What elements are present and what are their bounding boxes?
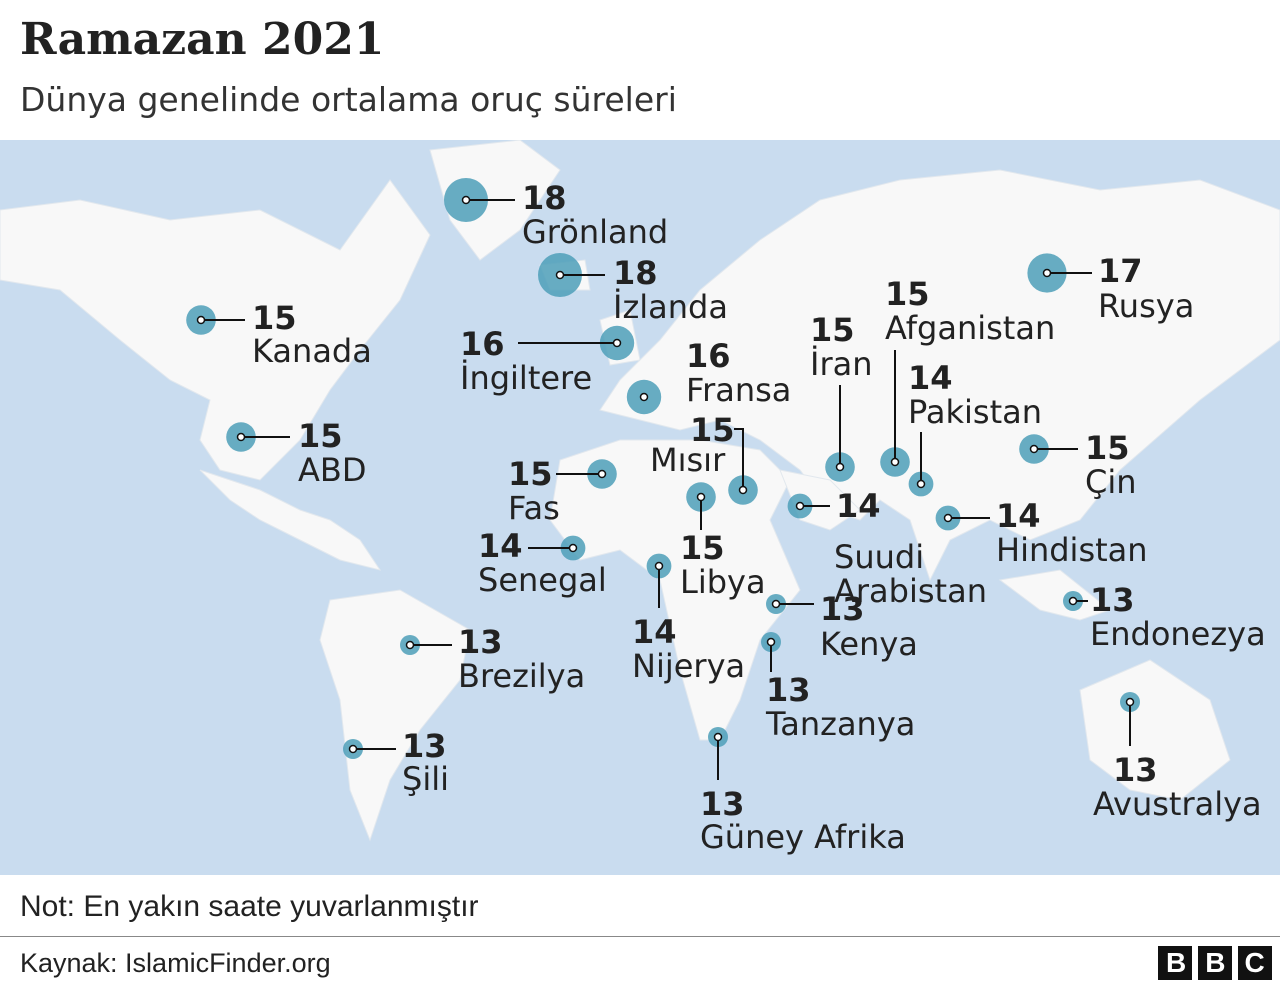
- value-label: 16: [460, 325, 505, 363]
- value-label: 13: [1090, 581, 1135, 619]
- logo-text: BBC: [1166, 947, 1280, 978]
- center-dot: [835, 462, 845, 472]
- value-label: 13: [766, 671, 811, 709]
- location-name: Brezilya: [458, 657, 586, 695]
- separator: [0, 936, 1280, 937]
- value-label: 13: [402, 727, 447, 765]
- center-dot: [236, 432, 246, 442]
- center-dot: [461, 195, 471, 205]
- center-dot: [1029, 444, 1039, 454]
- location-name: Senegal: [478, 561, 607, 599]
- location-name: Kenya: [820, 625, 918, 663]
- value-label: 16: [686, 337, 731, 375]
- location-name: Avustralya: [1093, 785, 1262, 823]
- value-label: 14: [908, 359, 953, 397]
- title: Ramazan 2021: [20, 14, 385, 65]
- value-label: 15: [690, 411, 735, 449]
- leader-line: [734, 428, 744, 490]
- logo-box: [1158, 946, 1192, 980]
- location-name: Pakistan: [908, 393, 1042, 431]
- location-name: Tanzanya: [766, 705, 916, 743]
- value-label: 18: [613, 254, 658, 292]
- location-name: Kanada: [252, 332, 372, 370]
- location-name: Endonezya: [1090, 615, 1266, 653]
- value-label: 13: [820, 590, 865, 628]
- location-name: Afganistan: [885, 309, 1056, 347]
- logo-box: [1198, 946, 1232, 980]
- value-label: 15: [252, 299, 297, 337]
- center-dot: [597, 469, 607, 479]
- location-name: Fransa: [686, 371, 792, 409]
- value-label: 15: [885, 275, 930, 313]
- subtitle: Dünya genelinde ortalama oruç süreleri: [20, 80, 677, 119]
- center-dot: [196, 315, 206, 325]
- location-name: Grönland: [522, 213, 669, 251]
- location-name: İzlanda: [613, 288, 728, 326]
- center-dot: [766, 637, 776, 647]
- center-dot: [738, 485, 748, 495]
- center-dot: [612, 338, 622, 348]
- center-dot: [555, 270, 565, 280]
- location-name: İran: [810, 345, 873, 383]
- location-name: Libya: [680, 563, 766, 601]
- value-label: 15: [508, 455, 553, 493]
- location-name: Şili: [402, 760, 449, 798]
- value-label: 13: [458, 623, 503, 661]
- center-dot: [943, 513, 953, 523]
- center-dot: [795, 501, 805, 511]
- center-dot: [1125, 697, 1135, 707]
- value-label: 13: [1113, 751, 1158, 789]
- bbc-logo: BBC: [1158, 946, 1272, 980]
- center-dot: [639, 392, 649, 402]
- location-name: Mısır: [650, 441, 726, 479]
- value-label: 13: [700, 785, 745, 823]
- center-dot: [916, 479, 926, 489]
- center-dot: [405, 640, 415, 650]
- value-label: 15: [680, 529, 725, 567]
- location-name: Çin: [1085, 463, 1137, 501]
- value-label: 17: [1098, 252, 1143, 290]
- center-dot: [348, 744, 358, 754]
- location-name: Fas: [508, 489, 560, 527]
- center-dot: [568, 543, 578, 553]
- center-dot: [890, 457, 900, 467]
- value-label: 14: [632, 613, 677, 651]
- center-dot: [1042, 268, 1052, 278]
- location-name: Hindistan: [996, 531, 1148, 569]
- center-dot: [696, 492, 706, 502]
- location-name: Güney Afrika: [700, 818, 906, 856]
- value-label: 14: [836, 487, 881, 525]
- logo-box: [1238, 946, 1272, 980]
- value-label: 15: [810, 311, 855, 349]
- location-name: İngiltere: [460, 359, 593, 397]
- note: Not: En yakın saate yuvarlanmıştır: [20, 890, 479, 923]
- map: [0, 140, 1280, 875]
- location-name: Suudi Arabistan: [834, 538, 987, 610]
- location-name: ABD: [298, 451, 367, 489]
- source: Kaynak: IslamicFinder.org: [20, 948, 331, 978]
- center-dot: [713, 732, 723, 742]
- value-label: 18: [522, 179, 567, 217]
- value-label: 15: [1085, 429, 1130, 467]
- center-dot: [1068, 596, 1078, 606]
- value-label: 14: [478, 527, 523, 565]
- value-label: 14: [996, 497, 1041, 535]
- location-name: Rusya: [1098, 287, 1195, 325]
- value-label: 15: [298, 417, 343, 455]
- location-name: Nijerya: [632, 647, 746, 685]
- center-dot: [654, 561, 664, 571]
- center-dot: [771, 599, 781, 609]
